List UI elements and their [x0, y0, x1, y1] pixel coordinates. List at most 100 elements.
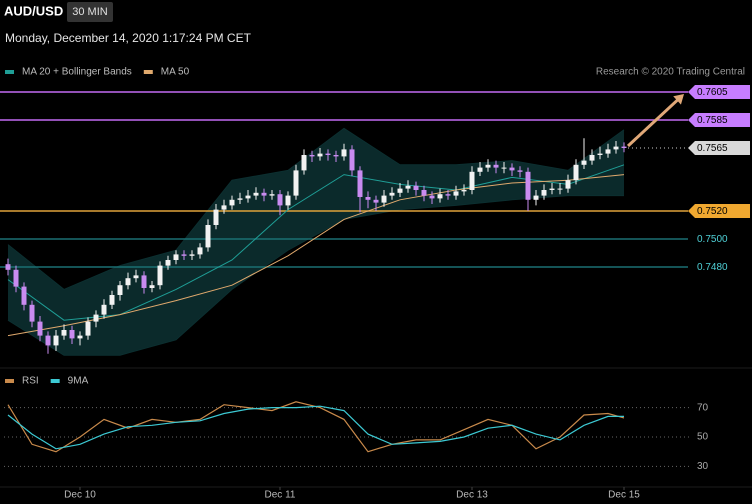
legend-label: MA 50 [161, 67, 190, 78]
candle-body [621, 146, 627, 148]
candle-body [509, 167, 515, 171]
candle-body [397, 188, 403, 193]
moving-average [7, 174, 625, 337]
candle-body [141, 275, 147, 288]
candle-body [229, 199, 235, 206]
candle-body [309, 155, 315, 157]
candle-body [461, 190, 467, 192]
candle-body [181, 254, 187, 256]
candle-body [221, 205, 227, 210]
candle-body [485, 164, 491, 168]
candle-body [453, 191, 459, 196]
band-upper [7, 127, 625, 290]
y-tick-label: 30 [697, 461, 709, 472]
moving-average [7, 164, 625, 321]
candle-body [413, 185, 419, 190]
candle-body [261, 192, 267, 196]
legend-swatch [143, 70, 153, 74]
level-label: 0.7565 [697, 143, 728, 154]
y-tick-label: 50 [697, 432, 709, 443]
arrow-head [673, 94, 684, 105]
candle-body [349, 149, 355, 171]
candle-body [133, 275, 139, 279]
candle-body [533, 195, 539, 200]
candle-body [501, 167, 507, 169]
band-lower [7, 195, 624, 356]
candle-body [325, 153, 331, 155]
candle-body [101, 304, 107, 315]
candle-body [69, 330, 75, 339]
candle-body [469, 171, 475, 190]
candle-body [525, 171, 531, 200]
candle-body [13, 269, 19, 287]
candle-body [373, 199, 379, 203]
symbol: AUD/USD [4, 3, 63, 18]
x-tick-label: Dec 10 [64, 490, 96, 501]
candle-body [613, 146, 619, 150]
candle-body [549, 188, 555, 190]
legend-label: MA 20 + Bollinger Bands [22, 67, 132, 78]
candle-body [277, 194, 283, 206]
candle-body [117, 285, 123, 295]
candle-body [405, 185, 411, 189]
candle-body [301, 155, 307, 171]
candle-body [557, 188, 563, 190]
candle-body [189, 254, 195, 256]
level-tag [688, 85, 750, 99]
candle-body [365, 197, 371, 200]
level-label: 0.7585 [697, 115, 728, 126]
legend-label: RSI [22, 376, 39, 387]
candle-body [421, 190, 427, 196]
candle-body [61, 330, 67, 336]
candle-body [269, 194, 275, 196]
candle-body [29, 304, 35, 322]
source: Research © 2020 Trading Central [596, 67, 745, 78]
candle-body [389, 192, 395, 196]
candle-body [437, 194, 443, 199]
level-tag [688, 204, 750, 218]
x-tick-label: Dec 11 [265, 490, 296, 501]
candle-body [341, 149, 347, 157]
candle-body [573, 164, 579, 181]
level-tag [688, 113, 750, 127]
candle-body [45, 335, 51, 346]
level-tag [688, 141, 750, 155]
candle-body [605, 149, 611, 154]
datetime: Monday, December 14, 2020 1:17:24 PM CET [5, 31, 252, 45]
candle-body [581, 160, 587, 165]
level-label: 0.7480 [697, 262, 728, 273]
candle-body [285, 195, 291, 206]
candle-body [541, 190, 547, 196]
candle-body [253, 192, 259, 196]
interval[interactable]: 30 MIN [72, 6, 108, 18]
level-label: 0.7520 [697, 206, 728, 217]
indicator-line [7, 401, 625, 453]
target-arrow [626, 98, 680, 148]
y-tick-label: 70 [697, 402, 709, 413]
interval-box[interactable] [67, 2, 113, 22]
candle-body [109, 295, 115, 305]
candle-body [37, 321, 43, 336]
legend-swatch [50, 379, 60, 383]
candle-body [381, 195, 387, 203]
candle-body [165, 260, 171, 266]
candle-body [197, 247, 203, 255]
candle-body [157, 265, 163, 286]
candle-body [429, 195, 435, 199]
level-label: 0.7605 [697, 87, 728, 98]
candle-body [477, 167, 483, 172]
candle-body [53, 335, 59, 346]
candle-body [237, 198, 243, 200]
candle-body [125, 278, 131, 286]
legend-swatch [5, 70, 14, 74]
candle-body [293, 170, 299, 196]
candle-body [213, 209, 219, 225]
candle-body [357, 170, 363, 197]
candle-body [245, 195, 251, 199]
candle-body [589, 155, 595, 161]
level-label: 0.7500 [697, 234, 728, 245]
candle-body [333, 155, 339, 157]
